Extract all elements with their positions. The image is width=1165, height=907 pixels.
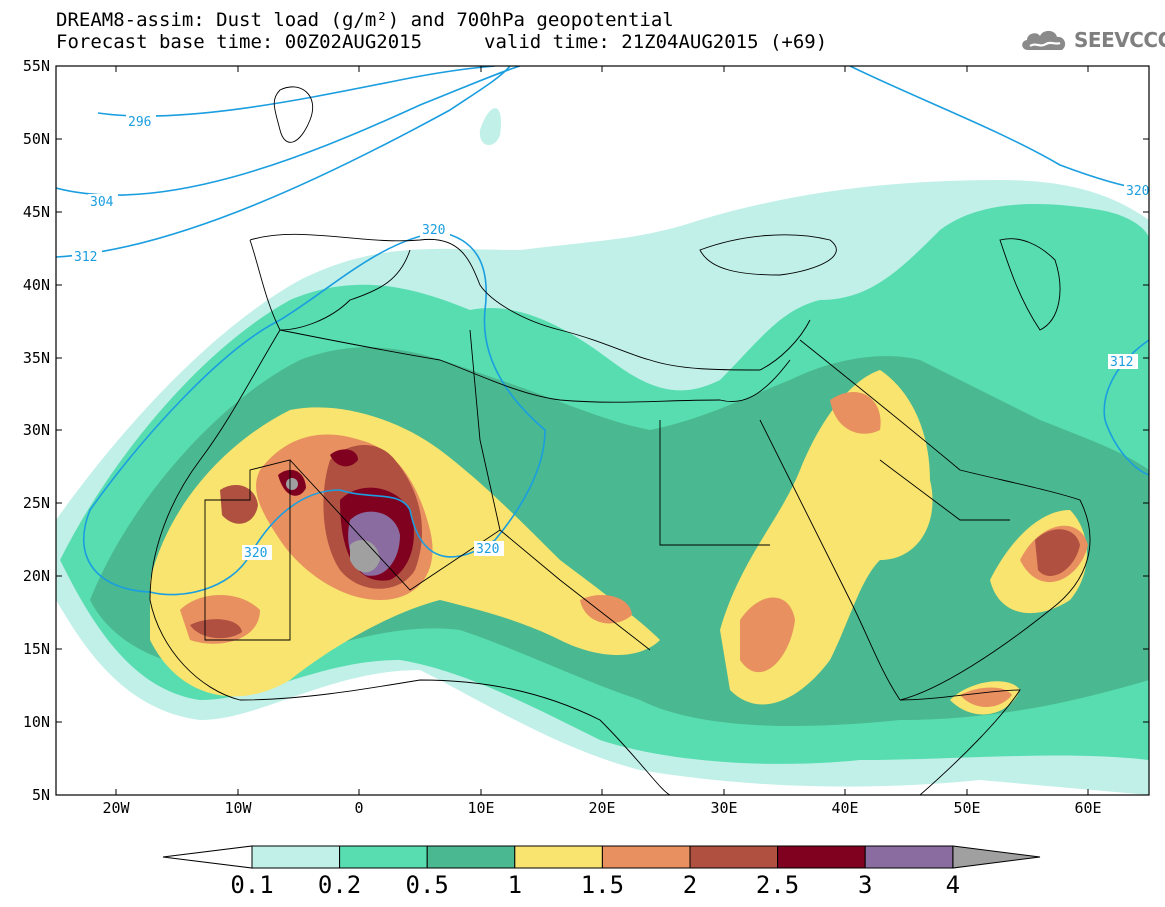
forecast-times: Forecast base time: 00Z02AUG2015 valid ti… (56, 31, 827, 53)
contour-label-312-northeast: 320 (1126, 184, 1149, 199)
caspian-coastline (999, 238, 1061, 331)
lat-label-10N: 10N (23, 713, 50, 731)
lat-label-5N: 5N (32, 786, 50, 804)
colorbar-label-4: 4 (946, 871, 960, 899)
coastlines-and-borders (149, 86, 1091, 795)
iberia-coastline (249, 239, 411, 331)
logo-text: SEEVCCC (1074, 28, 1165, 52)
geopotential-296-line (97, 66, 496, 117)
contour-labels: 296 304 312 320 320 320 320 312 (72, 114, 1149, 561)
geopotential-320-line (82, 231, 546, 596)
colorbar-box-2 (689, 845, 779, 869)
border-line-1 (204, 459, 291, 641)
lon-label-60E: 60E (1074, 799, 1101, 817)
dust-contour-0.1-b (479, 108, 501, 146)
horn-coastline (899, 689, 1021, 795)
lat-label-40N: 40N (23, 276, 50, 294)
lon-label-0: 0 (354, 799, 363, 817)
colorbar-label-0.1: 0.1 (230, 871, 273, 899)
lat-label-25N: 25N (23, 494, 50, 512)
colorbar: 0.1 0.2 0.5 1 1.5 2 2.5 3 4 (162, 845, 1041, 899)
geopotential-312-line-east (849, 66, 1149, 191)
colorbar-label-3: 3 (858, 871, 872, 899)
colorbar-box-0.5 (426, 845, 516, 869)
dust-contour-2-b (220, 485, 258, 524)
colorbar-label-0.2: 0.2 (318, 871, 361, 899)
geopotential-304-line (56, 66, 521, 196)
lat-label-35N: 35N (23, 349, 50, 367)
black-sea-coastline (699, 234, 837, 276)
lon-label-50E: 50E (953, 799, 980, 817)
lat-label-20N: 20N (23, 567, 50, 585)
dust-contour-4 (350, 540, 380, 573)
lon-label-10W: 10W (224, 799, 252, 817)
britain-coastline (273, 86, 314, 143)
contour-label-320-west: 320 (244, 546, 267, 561)
contour-label-304: 304 (90, 195, 114, 210)
contour-label-320-north: 320 (422, 223, 445, 238)
longitude-axis: 20W 10W 0 10E 20E 30E 40E 50E 60E (102, 66, 1102, 817)
colorbar-label-0.5: 0.5 (406, 871, 449, 899)
colorbar-box-0.2 (339, 845, 428, 869)
colorbar-box-1 (514, 845, 603, 869)
cloud-icon (1022, 30, 1066, 50)
africa-north-coastline (279, 329, 791, 403)
valid-time: valid time: 21Z04AUG2015 (+69) (484, 31, 828, 53)
border-line-5 (879, 459, 1010, 521)
lat-label-50N: 50N (23, 130, 50, 148)
colorbar-box-3 (864, 845, 954, 869)
dust-contour-4-b (286, 478, 298, 490)
colorbar-high-arrow (952, 845, 1041, 869)
colorbar-box-1.5 (601, 845, 691, 869)
africa-west-coastline (149, 329, 671, 795)
colorbar-label-2: 2 (683, 871, 697, 899)
dust-field: 296 304 312 320 320 320 320 312 (56, 66, 1149, 795)
lon-label-40E: 40E (831, 799, 858, 817)
lon-label-10E: 10E (467, 799, 494, 817)
geopotential-312-line-west (56, 66, 511, 258)
contour-label-312-west: 312 (74, 250, 97, 265)
lon-label-30E: 30E (710, 799, 737, 817)
lat-label-15N: 15N (23, 640, 50, 658)
seevccc-logo: SEEVCCC (1018, 25, 1165, 55)
dust-contour-2-c (1035, 529, 1080, 576)
contour-label-296: 296 (128, 115, 151, 130)
lat-label-30N: 30N (23, 421, 50, 439)
colorbar-box-2.5 (777, 845, 866, 869)
lon-label-20E: 20E (588, 799, 615, 817)
arabia-coastline (799, 339, 1091, 701)
border-line-4 (469, 329, 501, 531)
latitude-axis: 55N 50N 45N 40N 35N 30N 25N 20N 15N 10N … (23, 57, 1149, 804)
red-sea-coastline (759, 419, 901, 701)
lat-label-55N: 55N (23, 57, 50, 75)
dust-contour-2-d (190, 619, 242, 639)
lat-label-45N: 45N (23, 203, 50, 221)
colorbar-low-arrow (162, 845, 253, 869)
colorbar-label-2.5: 2.5 (756, 871, 799, 899)
europe-coastline (249, 233, 811, 371)
dust-contour-1.5-c (740, 597, 795, 673)
dust-contour-1.5-f (580, 595, 632, 624)
dust-contour-1.5-d (830, 391, 881, 434)
colorbar-label-1.5: 1.5 (581, 871, 624, 899)
contour-label-312-east: 312 (1110, 355, 1133, 370)
dust-contour-2.5-c (330, 449, 358, 467)
contour-label-320-east: 320 (476, 542, 499, 557)
dust-contour-1.5-g (960, 687, 1012, 708)
base-time: Forecast base time: 00Z02AUG2015 (56, 31, 423, 53)
colorbar-box-0.1 (251, 845, 341, 869)
colorbar-label-1: 1 (508, 871, 522, 899)
border-line-3 (659, 420, 770, 546)
map-title: DREAM8-assim: Dust load (g/m²) and 700hP… (56, 9, 674, 31)
lon-label-20W: 20W (102, 799, 130, 817)
